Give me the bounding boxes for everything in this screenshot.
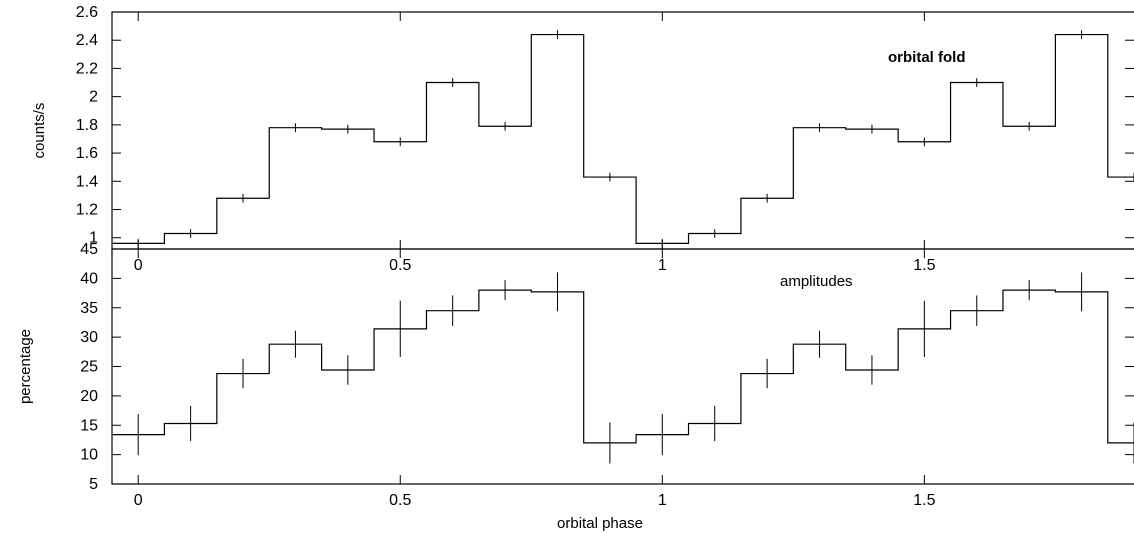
plot-frame xyxy=(111,11,1134,250)
plot-frame xyxy=(111,248,1134,485)
series-step-line xyxy=(112,33,1134,244)
y-tick-label: 1.6 xyxy=(76,145,98,162)
y-tick-label: 35 xyxy=(80,300,98,317)
y-tick-label: 2.6 xyxy=(76,4,98,21)
y-tick-label: 20 xyxy=(80,388,98,405)
y-tick-label: 1.2 xyxy=(76,202,98,219)
x-tick-label: 1.5 xyxy=(913,492,935,509)
y-tick-label: 25 xyxy=(80,359,98,376)
series-step-line xyxy=(112,289,1134,444)
x-tick-label: 0.5 xyxy=(389,492,411,509)
y-tick-label: 2.4 xyxy=(76,32,98,49)
y-tick-label: 1.4 xyxy=(76,173,98,190)
y-tick-label: 10 xyxy=(80,447,98,464)
top-panel-counts: 1 1.2 1.4 1.6 1.8 2 2.2 2.4 2.6 0 0.5 1 1.5 counts/s o… xyxy=(31,4,1134,274)
y-axis-title: counts/s xyxy=(31,103,48,159)
x-tick-label: 0.5 xyxy=(389,257,411,274)
y-tick-label: 2 xyxy=(89,89,98,106)
y-tick-label: 45 xyxy=(80,241,98,258)
y-tick-label: 30 xyxy=(80,329,98,346)
y-tick-label: 1.8 xyxy=(76,117,98,134)
y-tick-label: 5 xyxy=(89,476,98,493)
y-tick-label: 1 xyxy=(89,230,98,247)
x-tick-label: 0 xyxy=(134,257,143,274)
x-tick-label: 1 xyxy=(658,257,667,274)
panel-annotation: amplitudes xyxy=(780,273,853,290)
x-axis-title: orbital phase xyxy=(557,515,643,532)
y-axis-title: percentage xyxy=(17,329,34,404)
y-tick-label: 2.2 xyxy=(76,60,98,77)
x-tick-label: 0 xyxy=(134,492,143,509)
x-tick-label: 1.5 xyxy=(913,257,935,274)
x-tick-label: 1 xyxy=(658,492,667,509)
y-tick-label: 40 xyxy=(80,270,98,287)
y-tick-label: 15 xyxy=(80,417,98,434)
panel-annotation: orbital fold xyxy=(888,49,966,66)
